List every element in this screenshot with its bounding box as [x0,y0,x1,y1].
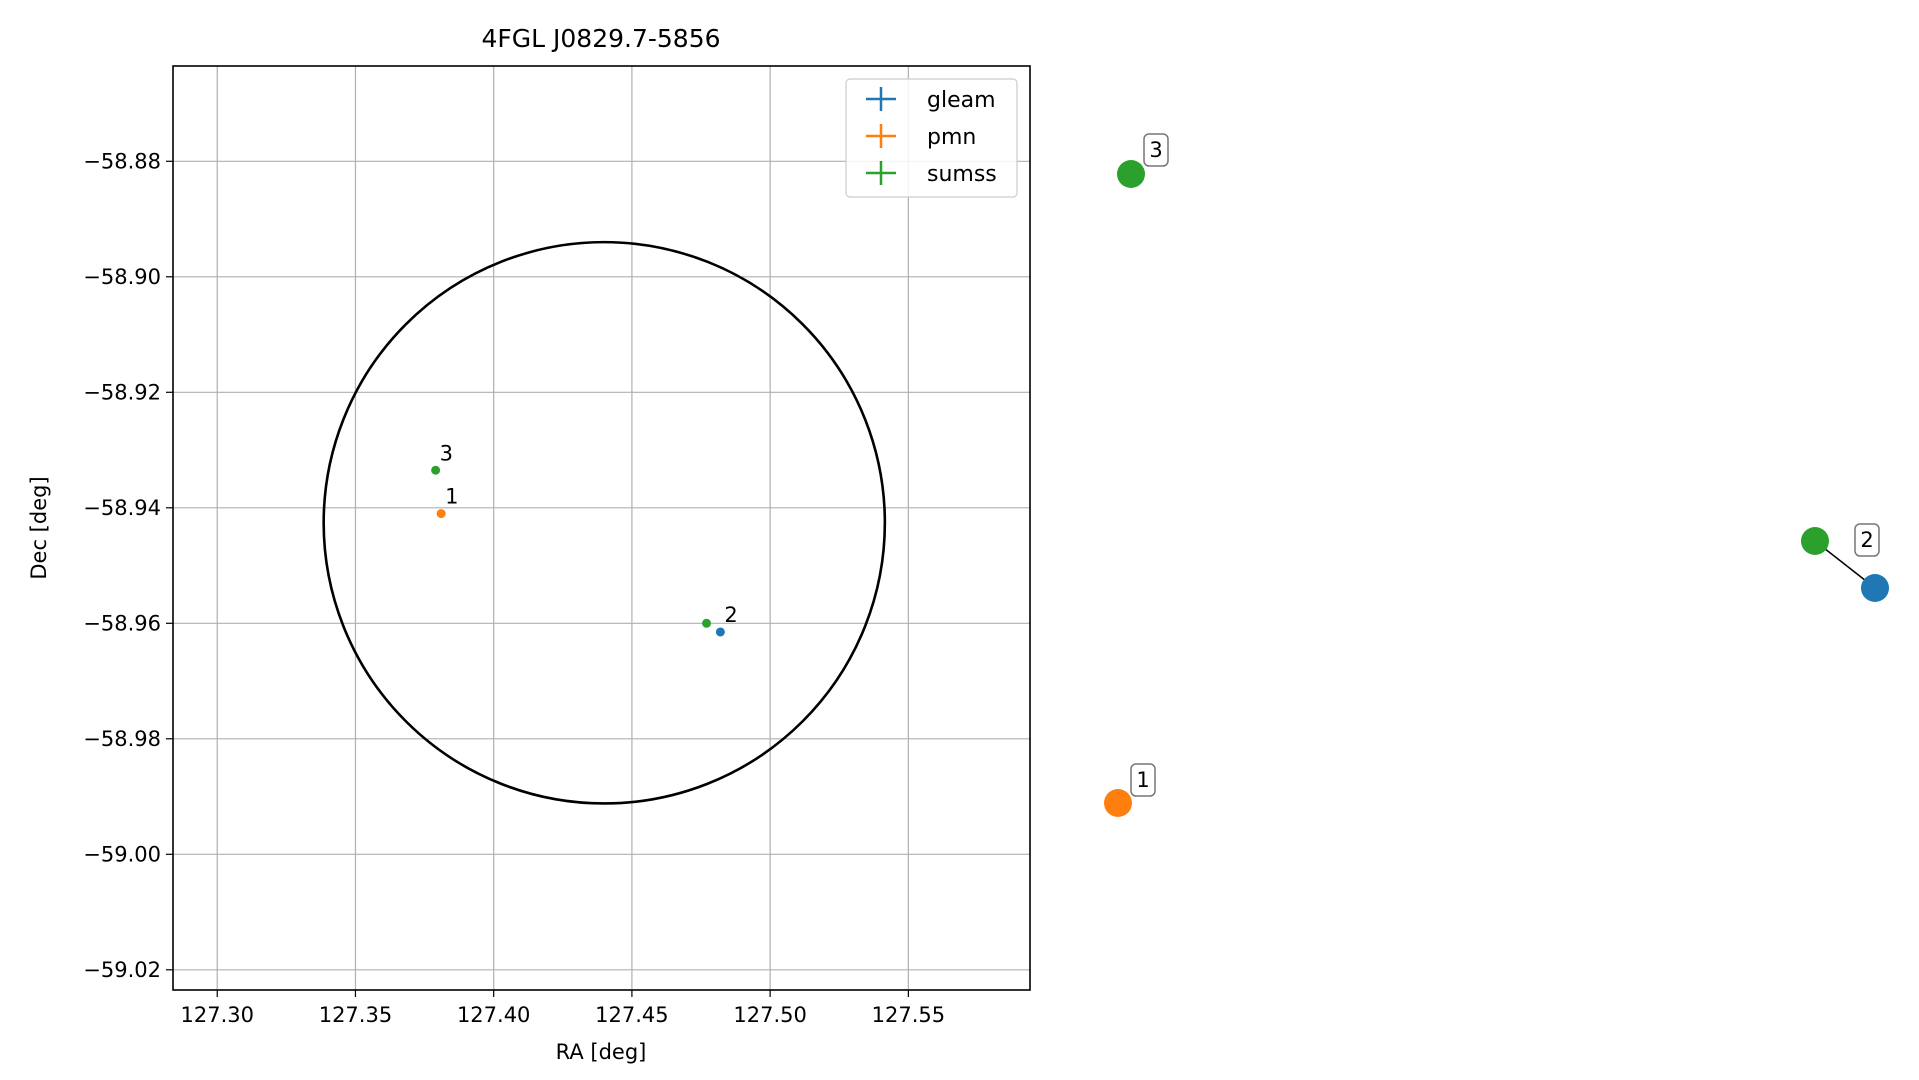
side-label-3: 3 [1149,138,1162,162]
localization-ellipse [322,240,887,805]
x-tick-label: 127.45 [595,1003,668,1027]
x-tick-label: 127.30 [180,1003,253,1027]
side-marker-gleam-2 [1861,574,1889,602]
y-tick-label: −58.98 [83,727,161,751]
legend-entry-sumss: sumss [866,161,997,187]
plot-frame [172,65,1031,991]
point-pmn-1 [436,509,446,519]
legend-entry-gleam: gleam [866,87,996,113]
legend: gleam pmn sumss [845,78,1018,198]
grid [173,66,1030,990]
legend-entry-pmn: pmn [866,124,976,150]
side-label-2: 2 [1860,528,1873,552]
x-tick-label: 127.40 [457,1003,530,1027]
point-gleam-2 [715,627,725,637]
point-sumss-3 [431,465,441,475]
point-label-1: 1 [445,485,458,509]
legend-frame [845,78,1018,198]
side-marker-group-2: 2 [1801,523,1889,602]
y-tick-label: −58.88 [83,149,161,173]
y-tick-label: −58.94 [83,496,161,520]
side-panel: 3 1 2 [1104,133,1889,817]
x-tick-label: 127.35 [319,1003,392,1027]
x-axis-ticks: 127.30 127.35 127.40 127.45 127.50 127.55 [180,990,945,1027]
legend-label-sumss: sumss [927,162,997,187]
x-tick-label: 127.55 [872,1003,945,1027]
points-layer: 2 1 3 [431,441,738,637]
side-marker-group-3: 3 [1117,133,1169,188]
y-tick-label: −58.90 [83,265,161,289]
chart-title: 4FGL J0829.7-5856 [481,24,720,53]
side-label-1: 1 [1136,768,1149,792]
side-marker-sumss-3 [1117,160,1145,188]
y-tick-label: −58.96 [83,611,161,635]
x-axis-label: RA [deg] [556,1040,647,1064]
y-axis-ticks: −58.88 −58.90 −58.92 −58.94 −58.96 −58.98 −59.… [83,149,173,982]
point-sumss-2 [702,618,712,628]
y-axis-label: Dec [deg] [27,476,51,579]
side-marker-group-1: 1 [1104,763,1156,817]
point-label-2: 2 [724,603,737,627]
legend-label-gleam: gleam [927,88,996,113]
side-marker-sumss-2 [1801,527,1829,555]
side-label-box-3 [1143,133,1169,167]
y-tick-label: −59.00 [83,842,161,866]
side-label-box-2 [1854,523,1880,557]
legend-label-pmn: pmn [927,125,976,150]
ellipse-layer [322,240,887,805]
side-label-box-1 [1130,763,1156,797]
side-marker-pmn-1 [1104,789,1132,817]
y-tick-label: −59.02 [83,958,161,982]
y-tick-label: −58.92 [83,380,161,404]
point-label-3: 3 [440,441,453,465]
x-tick-label: 127.50 [733,1003,806,1027]
